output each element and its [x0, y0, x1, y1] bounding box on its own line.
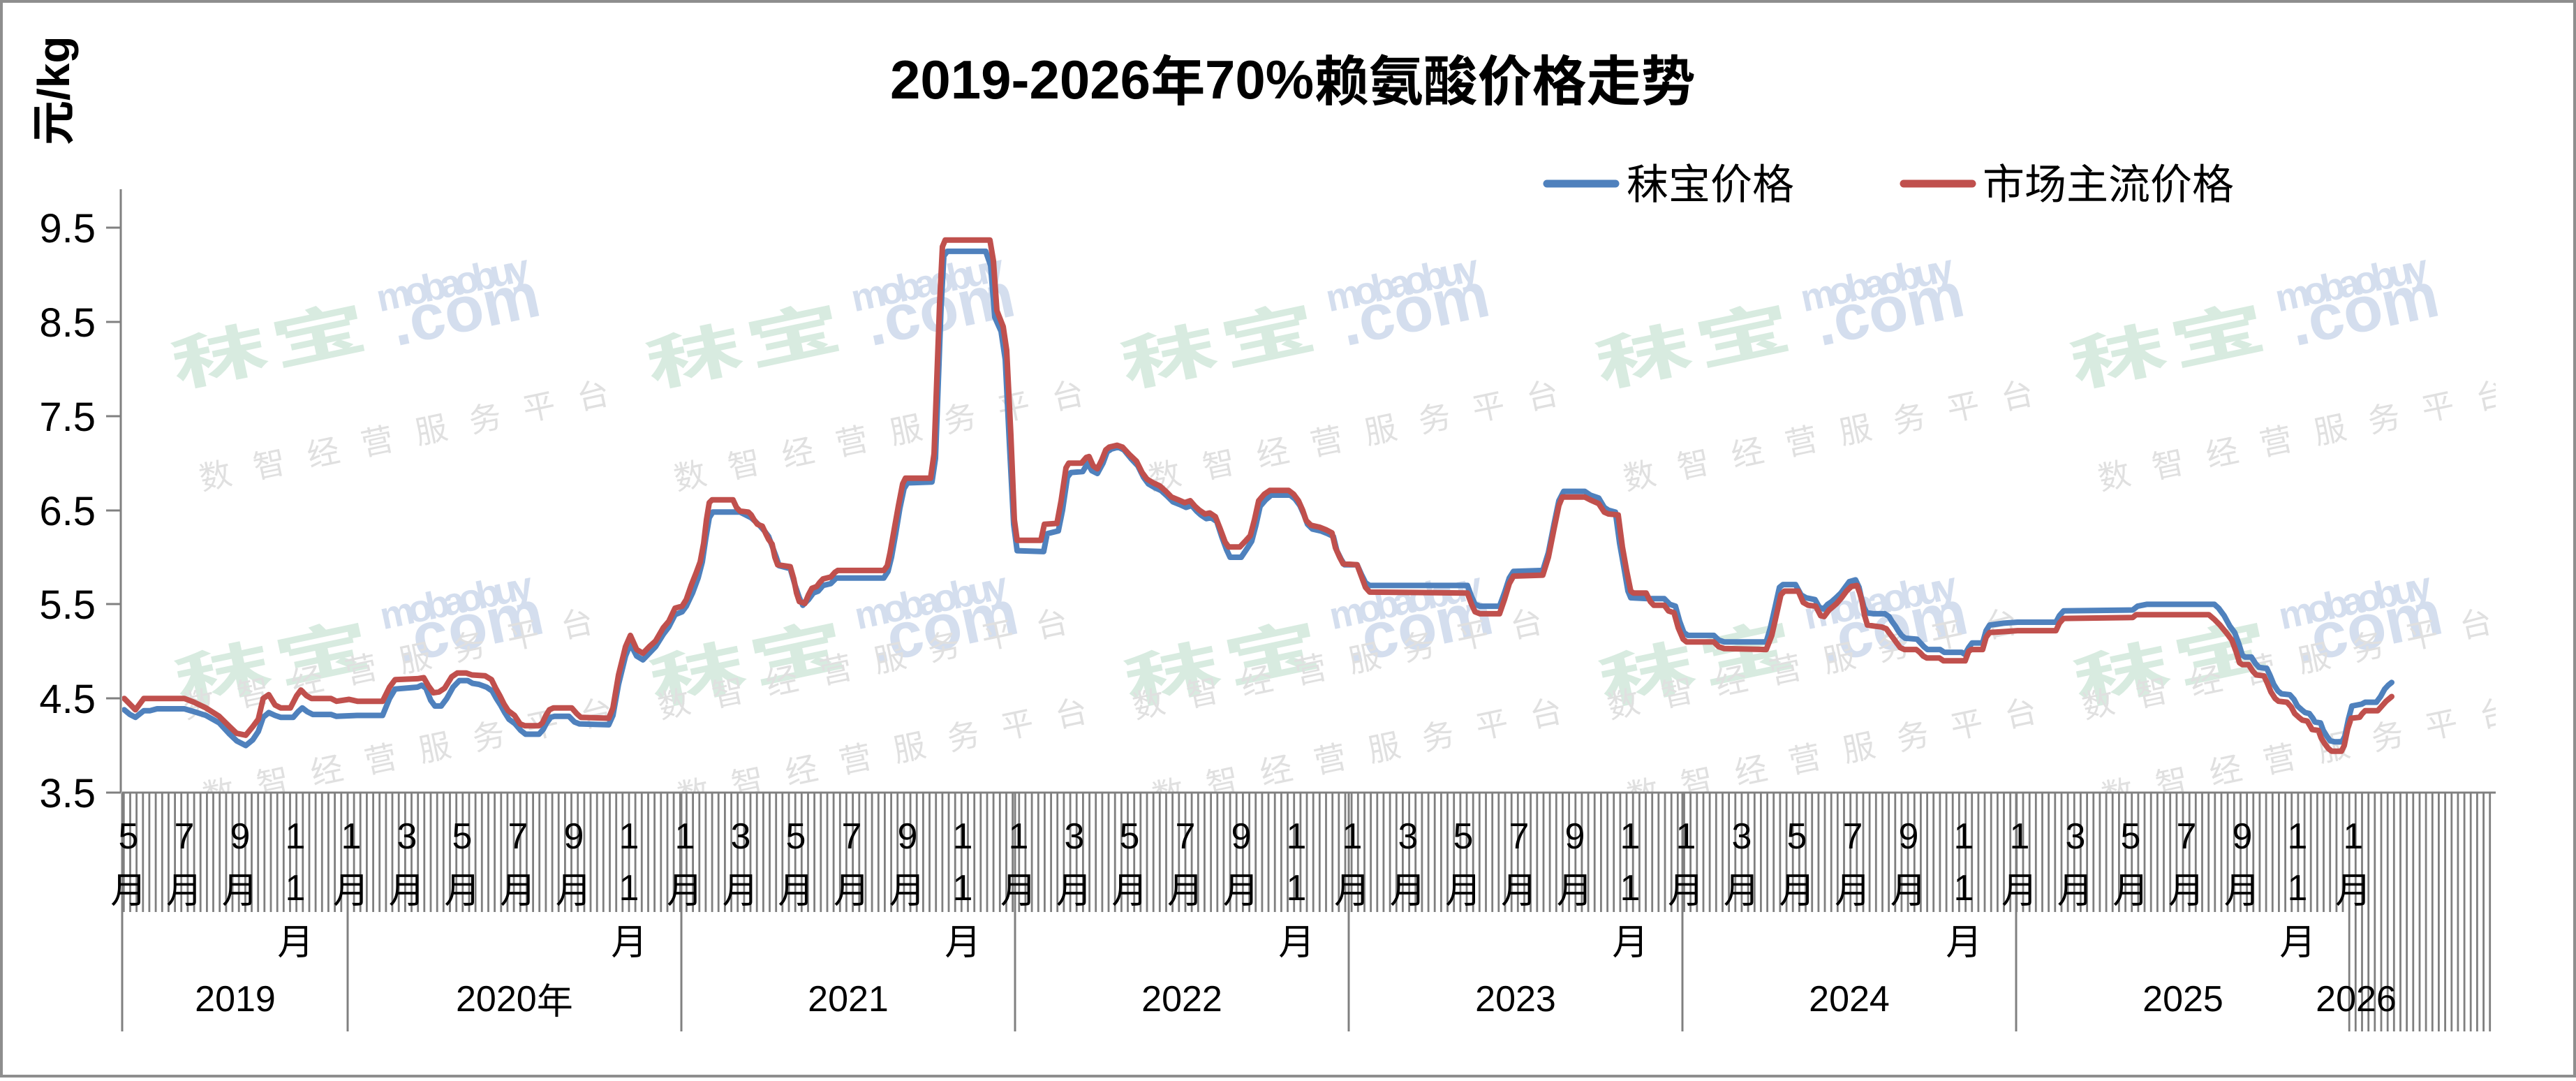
svg-text:9: 9 — [1899, 816, 1919, 857]
svg-text:3: 3 — [1398, 816, 1419, 857]
svg-text:2024: 2024 — [1809, 979, 1890, 1020]
svg-text:2019-2026: 2019-2026 — [890, 49, 1150, 110]
svg-text:1: 1 — [286, 816, 306, 857]
svg-text:2026: 2026 — [2316, 979, 2397, 1020]
svg-text:2020: 2020 — [456, 979, 537, 1020]
svg-text:9: 9 — [2233, 816, 2253, 857]
svg-text:9.5: 9.5 — [39, 206, 96, 251]
svg-text:3: 3 — [1065, 816, 1085, 857]
svg-text:5: 5 — [119, 816, 139, 857]
svg-text:2023: 2023 — [1475, 979, 1556, 1020]
svg-text:3: 3 — [1732, 816, 1752, 857]
svg-text:1: 1 — [1342, 816, 1363, 857]
svg-text:5: 5 — [786, 816, 806, 857]
svg-text:1: 1 — [1009, 816, 1029, 857]
svg-text:5.5: 5.5 — [39, 582, 96, 628]
svg-text:2025: 2025 — [2142, 979, 2223, 1020]
svg-text:1: 1 — [2288, 816, 2308, 857]
svg-text:1: 1 — [619, 816, 639, 857]
svg-text:1: 1 — [675, 816, 695, 857]
svg-text:5: 5 — [1787, 816, 1807, 857]
svg-text:2021: 2021 — [808, 979, 889, 1020]
svg-text:1: 1 — [619, 868, 639, 909]
svg-text:1: 1 — [286, 868, 306, 909]
svg-text:1: 1 — [1954, 868, 1974, 909]
svg-text:2019: 2019 — [195, 979, 276, 1020]
svg-text:1: 1 — [2288, 868, 2308, 909]
svg-text:9: 9 — [230, 816, 251, 857]
svg-text:1: 1 — [953, 868, 973, 909]
svg-text:/kg: /kg — [29, 36, 79, 101]
svg-text:7: 7 — [1843, 816, 1863, 857]
svg-text:1: 1 — [2344, 816, 2364, 857]
svg-text:2022: 2022 — [1141, 979, 1222, 1020]
svg-text:4.5: 4.5 — [39, 677, 96, 722]
svg-text:3: 3 — [397, 816, 417, 857]
svg-text:9: 9 — [564, 816, 584, 857]
svg-text:7: 7 — [508, 816, 528, 857]
svg-text:7: 7 — [1176, 816, 1196, 857]
svg-text:1: 1 — [1620, 816, 1641, 857]
svg-text:8.5: 8.5 — [39, 300, 96, 346]
svg-text:5: 5 — [1120, 816, 1140, 857]
svg-text:6.5: 6.5 — [39, 489, 96, 534]
svg-text:3: 3 — [731, 816, 751, 857]
svg-text:1: 1 — [341, 816, 362, 857]
svg-text:1: 1 — [1620, 868, 1641, 909]
svg-text:1: 1 — [2010, 816, 2030, 857]
svg-text:5: 5 — [2121, 816, 2141, 857]
svg-text:70%: 70% — [1205, 49, 1314, 110]
svg-text:1: 1 — [1954, 816, 1974, 857]
svg-text:1: 1 — [1676, 816, 1696, 857]
svg-text:7.5: 7.5 — [39, 395, 96, 440]
svg-text:7: 7 — [175, 816, 195, 857]
svg-text:7: 7 — [1509, 816, 1530, 857]
svg-text:3.5: 3.5 — [39, 771, 96, 816]
svg-text:5: 5 — [452, 816, 473, 857]
svg-text:7: 7 — [2177, 816, 2197, 857]
svg-text:7: 7 — [842, 816, 862, 857]
svg-text:5: 5 — [1453, 816, 1474, 857]
svg-text:1: 1 — [953, 816, 973, 857]
svg-text:9: 9 — [1231, 816, 1252, 857]
svg-text:3: 3 — [2066, 816, 2086, 857]
svg-text:9: 9 — [898, 816, 918, 857]
svg-text:9: 9 — [1565, 816, 1585, 857]
svg-text:1: 1 — [1287, 868, 1307, 909]
svg-text:1: 1 — [1287, 816, 1307, 857]
